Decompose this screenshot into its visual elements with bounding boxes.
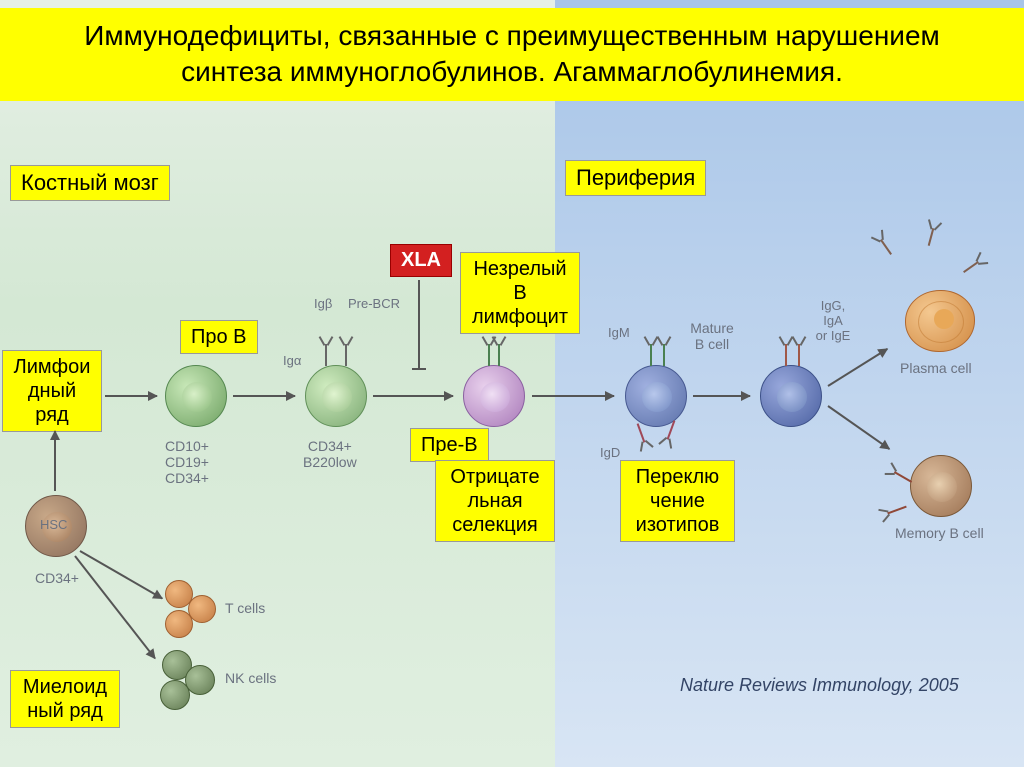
receptor-igg2: [798, 344, 800, 366]
arrow-lymph-prob: [105, 395, 157, 397]
text-mature-b: MatureB cell: [682, 320, 742, 352]
text-hsc: HSC: [40, 517, 67, 532]
receptor-igm: [488, 344, 490, 366]
label-periphery: Периферия: [565, 160, 706, 196]
text-plasma: Plasma cell: [900, 360, 972, 376]
text-cd34-b220: CD34+B220low: [303, 438, 357, 470]
text-igb: Igβ: [314, 296, 332, 311]
receptor-mature-igm2: [663, 344, 665, 366]
text-igd: IgD: [600, 445, 620, 460]
cell-mature-b: [625, 365, 687, 427]
text-pre-bcr: Pre-BCR: [348, 296, 400, 311]
receptor-igm2: [498, 344, 500, 366]
cell-plasma: [905, 290, 975, 352]
xla-inhibition: [418, 280, 420, 370]
text-nk-cells: NK cells: [225, 670, 276, 686]
arrow-prob-preb: [233, 395, 295, 397]
cell-pro-b: [165, 365, 227, 427]
label-neg-selection: Отрицательнаяселекция: [435, 460, 555, 542]
label-pre-b: Пре-В: [410, 428, 489, 462]
text-igm: IgM: [608, 325, 630, 340]
page-title: Иммунодефициты, связанные с преимуществе…: [0, 8, 1024, 101]
text-iga: Igα: [283, 353, 301, 368]
label-isotype-switch: Переключениеизотипов: [620, 460, 735, 542]
cell-switched-b: [760, 365, 822, 427]
xla-box: XLA: [390, 244, 452, 277]
text-cd10-19-34: CD10+CD19+CD34+: [165, 438, 209, 486]
cell-t3: [165, 610, 193, 638]
label-pro-b: Про В: [180, 320, 258, 354]
cell-pre-b: [305, 365, 367, 427]
text-memory-b: Memory B cell: [895, 525, 984, 541]
arrow-imm-mature: [532, 395, 614, 397]
arrow-preb-imm: [373, 395, 453, 397]
arrow-hsc-lymph: [54, 431, 56, 491]
cell-immature-b: [463, 365, 525, 427]
receptor-mature-igm: [650, 344, 652, 366]
receptor-igalpha: [325, 344, 327, 366]
receptor-igg1: [785, 344, 787, 366]
label-lymphoid: Лимфоидныйряд: [2, 350, 102, 432]
receptor-igbeta: [345, 344, 347, 366]
cell-nk3: [160, 680, 190, 710]
text-t-cells: T cells: [225, 600, 265, 616]
text-cd34: CD34+: [35, 570, 79, 586]
label-myeloid: Миелоидный ряд: [10, 670, 120, 728]
label-immature-b: НезрелыйВлимфоцит: [460, 252, 580, 334]
arrow-mature-switch: [693, 395, 750, 397]
text-igg-iga-ige: IgG,IgAor IgE: [808, 298, 858, 343]
credit-text: Nature Reviews Immunology, 2005: [680, 675, 959, 696]
cell-memory-b: [910, 455, 972, 517]
label-bone-marrow: Костный мозг: [10, 165, 170, 201]
